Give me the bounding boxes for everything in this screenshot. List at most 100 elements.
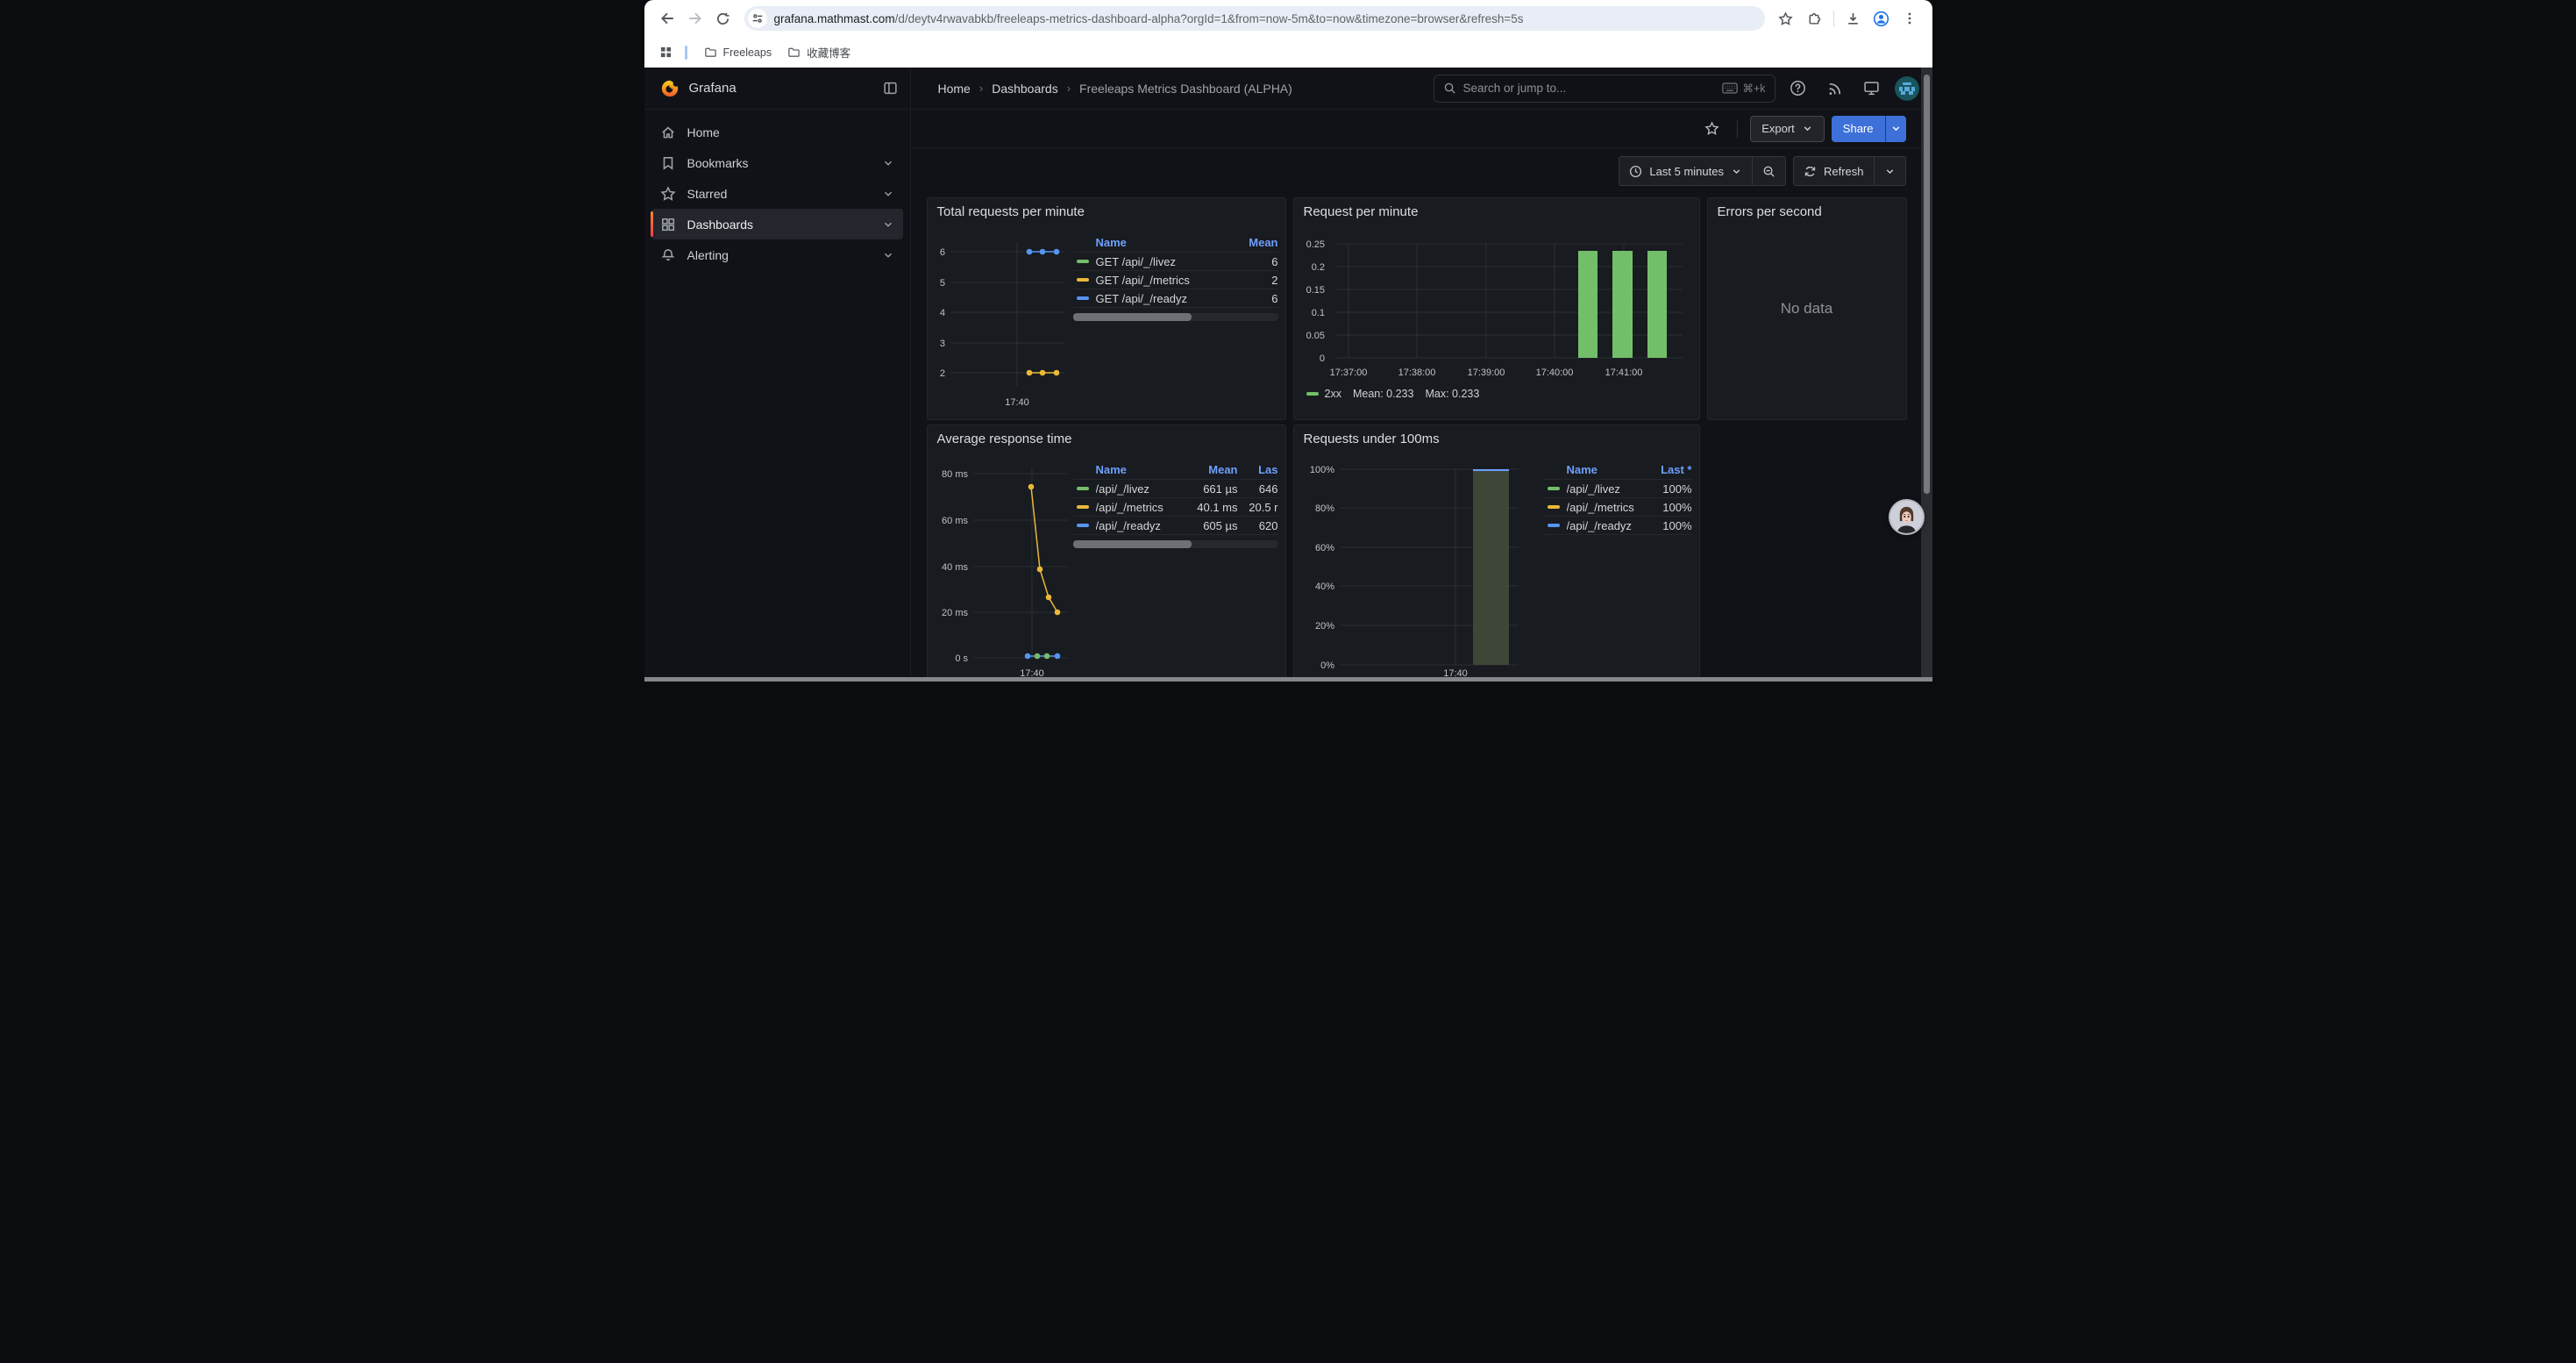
forward-icon[interactable]: [681, 4, 709, 32]
share-dropdown[interactable]: [1885, 116, 1906, 142]
series-name[interactable]: GET /api/_/readyz: [1096, 292, 1233, 305]
bookmark-star-icon[interactable]: [1772, 4, 1800, 32]
favorite-star-button[interactable]: [1698, 116, 1725, 142]
series-mean: 6: [1233, 292, 1278, 305]
sidebar-item-home[interactable]: Home: [651, 117, 903, 147]
reload-icon[interactable]: [709, 4, 737, 32]
home-icon: [660, 125, 676, 140]
legend-series-name[interactable]: 2xx: [1325, 388, 1341, 400]
back-icon[interactable]: [653, 4, 681, 32]
sidebar-nav: Home Bookmarks Starred: [644, 110, 910, 270]
share-split-button: Share: [1832, 116, 1906, 142]
sidebar-item-bookmarks[interactable]: Bookmarks: [651, 147, 903, 178]
search-shortcut: ⌘+k: [1722, 82, 1765, 95]
panel-requests-under-100ms[interactable]: Requests under 100ms 100%80%60%40%20%0%1…: [1293, 425, 1700, 682]
vertical-scrollbar[interactable]: [1921, 68, 1932, 677]
table-row[interactable]: /api/_/livez 661 µs 646: [1073, 480, 1278, 498]
breadcrumb-current: Freeleaps Metrics Dashboard (ALPHA): [1079, 82, 1292, 96]
col-header-mean[interactable]: Mean: [1233, 236, 1278, 249]
series-name[interactable]: GET /api/_/livez: [1096, 255, 1233, 268]
svg-text:40%: 40%: [1314, 582, 1334, 592]
panel-title[interactable]: Total requests per minute: [937, 204, 1085, 219]
table-scrollbar[interactable]: [1073, 313, 1278, 321]
bookmarks-bar: Freeleaps 收藏博客: [644, 37, 1932, 68]
series-name[interactable]: GET /api/_/metrics: [1096, 274, 1233, 287]
bookmark-folder-blogs[interactable]: 收藏博客: [779, 40, 858, 64]
sidebar-item-label: Bookmarks: [687, 156, 871, 170]
panel-title[interactable]: Request per minute: [1304, 204, 1419, 219]
chevron-down-icon[interactable]: [882, 188, 894, 200]
col-header-name[interactable]: Name: [1073, 463, 1192, 476]
breadcrumb-separator: ›: [1067, 82, 1071, 95]
series-name[interactable]: /api/_/metrics: [1096, 501, 1192, 514]
series-name[interactable]: /api/_/readyz: [1096, 519, 1192, 532]
series-name[interactable]: /api/_/livez: [1096, 482, 1192, 496]
table-row[interactable]: /api/_/readyz 100%: [1544, 517, 1692, 535]
help-icon[interactable]: [1784, 75, 1812, 103]
export-button[interactable]: Export: [1750, 116, 1825, 142]
table-row[interactable]: /api/_/metrics 100%: [1544, 498, 1692, 517]
bookmark-folder-freeleaps[interactable]: Freeleaps: [696, 42, 780, 62]
extensions-icon[interactable]: [1800, 4, 1828, 32]
time-range-picker[interactable]: Last 5 minutes: [1619, 157, 1752, 185]
download-icon[interactable]: [1839, 4, 1868, 32]
series-name[interactable]: /api/_/livez: [1567, 482, 1647, 496]
panel-average-response-time[interactable]: Average response time 80 ms60 ms40 ms20 …: [927, 425, 1286, 682]
table-row[interactable]: /api/_/readyz 605 µs 620: [1073, 517, 1278, 535]
col-header-name[interactable]: Name: [1544, 463, 1647, 476]
dashboard-actions-toolbar: Export Share: [912, 110, 1932, 148]
series-color-pill: [1077, 278, 1089, 282]
series-name[interactable]: /api/_/metrics: [1567, 501, 1647, 514]
page-header: Home › Dashboards › Freeleaps Metrics Da…: [912, 68, 1932, 110]
col-header-last[interactable]: Last *: [1647, 463, 1692, 476]
bookmark-label: Freeleaps: [723, 46, 772, 59]
panel-errors-per-second[interactable]: Errors per second No data: [1707, 197, 1907, 420]
table-row[interactable]: GET /api/_/livez 6: [1073, 253, 1278, 271]
refresh-button[interactable]: Refresh: [1794, 157, 1874, 185]
table-row[interactable]: /api/_/metrics 40.1 ms 20.5 r: [1073, 498, 1278, 517]
table-scrollbar[interactable]: [1073, 540, 1278, 548]
refresh-interval-dropdown[interactable]: [1874, 157, 1905, 185]
series-name[interactable]: /api/_/readyz: [1567, 519, 1647, 532]
table-row[interactable]: GET /api/_/metrics 2: [1073, 271, 1278, 289]
col-header-mean[interactable]: Mean: [1192, 463, 1238, 476]
search-input[interactable]: Search or jump to... ⌘+k: [1434, 75, 1775, 103]
menu-kebab-icon[interactable]: [1896, 4, 1924, 32]
series-last: 20.5 r: [1238, 501, 1278, 514]
requests-under-100ms-chart: 100%80%60%40%20%0%17:40: [1296, 457, 1540, 682]
sidebar-item-alerting[interactable]: Alerting: [651, 239, 903, 270]
panel-total-requests-per-minute[interactable]: Total requests per minute 6543217:40 Nam…: [927, 197, 1286, 420]
col-header-name[interactable]: Name: [1073, 236, 1233, 249]
breadcrumb-separator: ›: [979, 82, 983, 95]
scrollbar-thumb[interactable]: [1924, 75, 1930, 494]
zoom-out-button[interactable]: [1752, 157, 1785, 185]
table-row[interactable]: /api/_/livez 100%: [1544, 480, 1692, 498]
breadcrumb-home[interactable]: Home: [938, 82, 971, 96]
series-color-pill: [1077, 524, 1089, 527]
profile-icon[interactable]: [1868, 4, 1896, 32]
apps-grid-icon[interactable]: [655, 41, 678, 64]
site-controls-icon[interactable]: [748, 9, 767, 28]
chevron-down-icon[interactable]: [882, 157, 894, 169]
svg-text:20 ms: 20 ms: [942, 608, 968, 618]
panel-title[interactable]: Average response time: [937, 432, 1072, 446]
chevron-down-icon[interactable]: [882, 218, 894, 231]
sidebar-item-dashboards[interactable]: Dashboards: [651, 209, 903, 239]
grafana-logo[interactable]: [660, 79, 680, 98]
news-icon[interactable]: [1821, 75, 1849, 103]
panel-request-per-minute[interactable]: Request per minute 0.250.20.150.10.05017…: [1293, 197, 1700, 420]
url-bar[interactable]: grafana.mathmast.com/d/deytv4rwavabkb/fr…: [744, 6, 1765, 31]
screen: grafana.mathmast.com/d/deytv4rwavabkb/fr…: [644, 0, 1932, 682]
panel-title[interactable]: Requests under 100ms: [1304, 432, 1440, 446]
sidebar-item-starred[interactable]: Starred: [651, 178, 903, 209]
monitor-icon[interactable]: [1858, 75, 1886, 103]
chevron-down-icon[interactable]: [882, 249, 894, 261]
user-avatar[interactable]: [1895, 76, 1919, 101]
breadcrumb-dashboards[interactable]: Dashboards: [992, 82, 1058, 96]
dock-sidebar-icon[interactable]: [883, 81, 898, 96]
assistant-avatar-overlay[interactable]: [1890, 501, 1923, 533]
table-row[interactable]: GET /api/_/readyz 6: [1073, 289, 1278, 308]
share-button[interactable]: Share: [1832, 116, 1885, 142]
col-header-last[interactable]: Las: [1238, 463, 1278, 476]
horizontal-scrollbar[interactable]: [644, 677, 1932, 682]
